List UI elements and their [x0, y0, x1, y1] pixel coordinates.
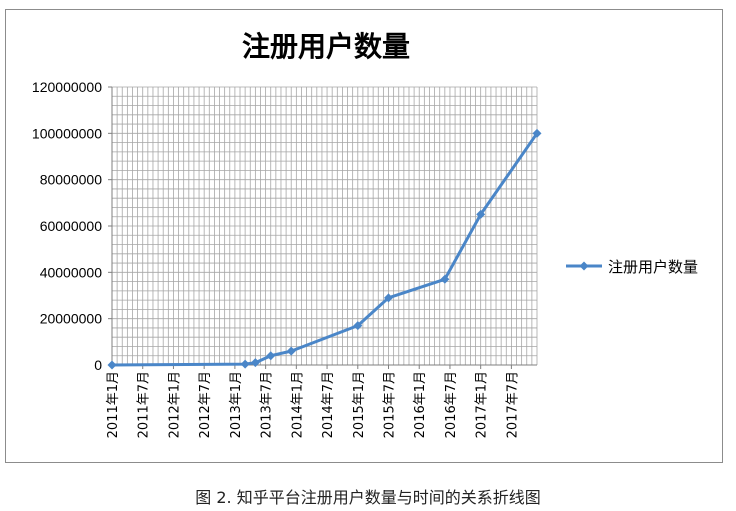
x-tick-label: 2012年1月 — [167, 371, 182, 438]
legend-label: 注册用户数量 — [608, 258, 698, 276]
x-tick-label: 2012年7月 — [198, 371, 213, 438]
y-tick-label: 40000000 — [40, 264, 103, 280]
y-tick-label: 80000000 — [40, 172, 103, 188]
x-tick-label: 2017年7月 — [505, 371, 520, 438]
x-tick-label: 2013年1月 — [229, 371, 244, 438]
figure-caption: 图 2. 知乎平台注册用户数量与时间的关系折线图 — [195, 488, 541, 507]
series-line — [111, 132, 539, 367]
chart-title: 注册用户数量 — [242, 30, 410, 63]
data-point — [240, 359, 250, 369]
y-tick-label: 100000000 — [32, 125, 102, 141]
data-point — [353, 321, 363, 331]
x-tick-label: 2011年1月 — [106, 371, 121, 438]
data-point — [107, 360, 117, 370]
x-tick-label: 2016年1月 — [413, 371, 428, 438]
x-tick-label: 2015年7月 — [383, 371, 398, 438]
data-point — [476, 209, 486, 219]
x-tick-label: 2011年7月 — [137, 371, 152, 438]
y-tick-label: 60000000 — [40, 218, 103, 234]
chart-frame: 注册用户数量 0 20000000 40000000 60000000 80000000 1… — [5, 9, 723, 463]
data-point — [286, 346, 296, 356]
x-tick-label: 2015年1月 — [352, 371, 367, 438]
line-chart: 注册用户数量 0 20000000 40000000 60000000 80000000 1… — [32, 30, 698, 438]
data-point — [384, 293, 394, 303]
data-point — [250, 358, 260, 368]
data-point — [440, 274, 450, 284]
y-tick-label: 20000000 — [40, 311, 103, 327]
x-tick-label: 2013年7月 — [260, 371, 275, 438]
data-point — [532, 128, 542, 138]
x-tick-label: 2016年7月 — [444, 371, 459, 438]
y-tick-label: 120000000 — [32, 79, 102, 95]
x-tick-label: 2014年7月 — [321, 371, 336, 438]
y-tick-label: 0 — [94, 357, 102, 373]
legend-marker — [579, 261, 589, 271]
x-tick-label: 2017年1月 — [475, 371, 490, 438]
x-tick-label: 2014年1月 — [290, 371, 305, 438]
data-point — [266, 351, 276, 361]
